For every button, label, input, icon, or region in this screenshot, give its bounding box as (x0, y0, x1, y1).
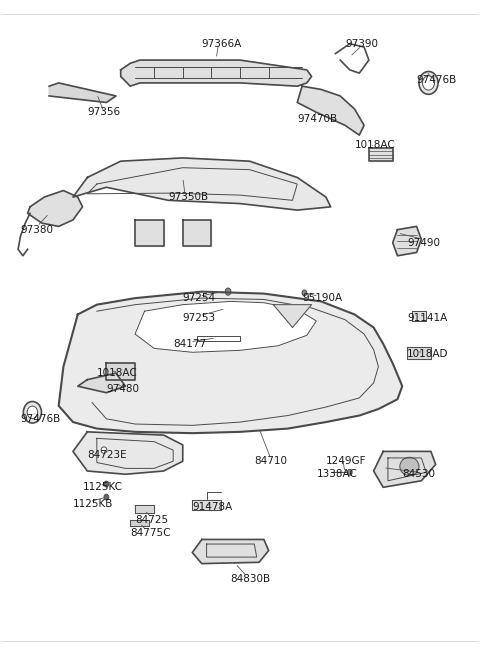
Ellipse shape (348, 470, 352, 476)
Text: 97490: 97490 (407, 238, 440, 248)
Ellipse shape (101, 447, 107, 453)
Ellipse shape (140, 223, 159, 243)
Polygon shape (183, 220, 211, 246)
Ellipse shape (188, 223, 206, 243)
Text: 1338AC: 1338AC (316, 469, 357, 479)
Text: 1249GF: 1249GF (326, 456, 366, 466)
Text: 97480: 97480 (107, 384, 139, 394)
Text: 91141A: 91141A (407, 312, 447, 323)
Ellipse shape (422, 76, 434, 90)
Ellipse shape (400, 457, 419, 476)
Polygon shape (135, 301, 316, 352)
Text: 97356: 97356 (87, 107, 120, 117)
Ellipse shape (302, 290, 307, 296)
Text: 84530: 84530 (402, 469, 435, 479)
Polygon shape (192, 500, 221, 510)
Text: 97476B: 97476B (21, 414, 61, 424)
Polygon shape (49, 83, 116, 102)
Text: 84775C: 84775C (130, 528, 171, 538)
Text: 1125KC: 1125KC (83, 482, 122, 493)
Ellipse shape (27, 406, 37, 419)
Text: 97253: 97253 (183, 312, 216, 323)
Polygon shape (192, 540, 269, 563)
Text: 1125KB: 1125KB (73, 498, 113, 508)
Text: 84830B: 84830B (230, 574, 271, 584)
Text: 1018AC: 1018AC (355, 140, 396, 150)
Ellipse shape (104, 481, 109, 487)
Polygon shape (130, 520, 149, 526)
Ellipse shape (104, 494, 109, 500)
Ellipse shape (225, 288, 231, 295)
Text: 1018AC: 1018AC (97, 368, 138, 378)
Polygon shape (412, 311, 426, 321)
Text: 84723E: 84723E (87, 450, 127, 460)
Text: 97470B: 97470B (297, 114, 337, 124)
Text: 84710: 84710 (254, 456, 288, 466)
Polygon shape (73, 158, 331, 210)
Polygon shape (373, 451, 436, 487)
Polygon shape (297, 86, 364, 135)
Polygon shape (59, 291, 402, 433)
Text: 97254: 97254 (183, 293, 216, 303)
Text: 84177: 84177 (173, 339, 206, 349)
Polygon shape (197, 336, 240, 341)
Ellipse shape (222, 307, 227, 312)
Text: 97350B: 97350B (168, 192, 208, 202)
Text: 97380: 97380 (21, 225, 53, 234)
Polygon shape (135, 505, 154, 514)
Polygon shape (107, 364, 135, 380)
Polygon shape (135, 220, 164, 246)
Polygon shape (78, 373, 125, 393)
Text: 91478A: 91478A (192, 502, 232, 512)
Text: 1018AD: 1018AD (407, 348, 448, 358)
Polygon shape (28, 191, 83, 227)
Ellipse shape (419, 71, 438, 94)
Text: 97476B: 97476B (417, 75, 457, 84)
Polygon shape (120, 60, 312, 86)
Polygon shape (73, 432, 183, 474)
Polygon shape (274, 305, 312, 328)
Polygon shape (369, 148, 393, 161)
Text: 97366A: 97366A (202, 39, 242, 48)
Polygon shape (407, 347, 431, 359)
Text: 84725: 84725 (135, 515, 168, 525)
Polygon shape (393, 227, 421, 255)
Ellipse shape (24, 402, 41, 423)
Text: 97390: 97390 (345, 39, 378, 48)
Text: 95190A: 95190A (302, 293, 342, 303)
